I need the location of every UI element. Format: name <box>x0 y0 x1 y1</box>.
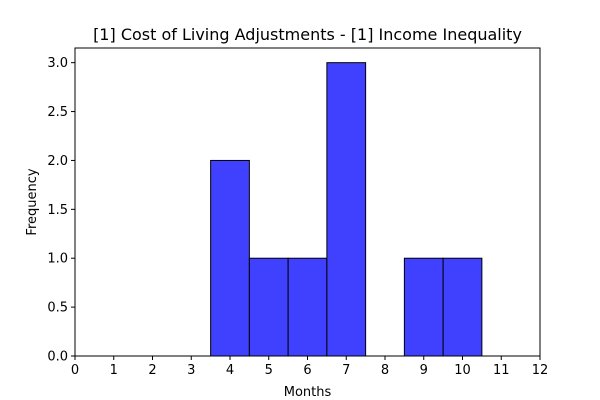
x-tick-label: 8 <box>381 363 389 378</box>
histogram-bar-6 <box>287 257 328 357</box>
x-axis-ticks: 0 1 2 3 4 5 6 7 8 9 10 11 12 <box>71 356 548 378</box>
x-tick-label: 6 <box>303 363 311 378</box>
histogram-bar-5 <box>248 257 289 357</box>
x-axis-label: Months <box>284 385 332 400</box>
x-tick-label: 7 <box>342 363 350 378</box>
histogram-bar-9 <box>403 257 444 357</box>
x-tick-label: 2 <box>148 363 156 378</box>
y-axis-ticks: 0.0 0.5 1.0 1.5 2.0 2.5 3.0 <box>47 56 75 365</box>
x-tick-label: 9 <box>420 363 428 378</box>
x-tick-label: 10 <box>454 363 471 378</box>
y-tick-label: 0.0 <box>47 350 68 365</box>
x-tick-label: 12 <box>532 363 549 378</box>
histogram-bar-7 <box>326 62 367 357</box>
x-tick-label: 3 <box>187 363 195 378</box>
x-tick-label: 11 <box>493 363 510 378</box>
x-tick-label: 5 <box>265 363 273 378</box>
y-tick-label: 1.0 <box>47 252 68 267</box>
y-axis-label: Frequency <box>25 168 40 235</box>
y-tick-label: 2.0 <box>47 154 68 169</box>
x-tick-label: 4 <box>226 363 234 378</box>
x-tick-label: 1 <box>110 363 118 378</box>
y-tick-label: 0.5 <box>47 301 68 316</box>
chart-title: [1] Cost of Living Adjustments - [1] Inc… <box>93 25 522 44</box>
y-tick-label: 3.0 <box>47 56 68 71</box>
y-tick-label: 1.5 <box>47 203 68 218</box>
bars-group <box>210 62 483 357</box>
x-tick-label: 0 <box>71 363 79 378</box>
histogram-bar-10 <box>442 257 483 357</box>
y-tick-label: 2.5 <box>47 105 68 120</box>
histogram-bar-4 <box>210 159 250 357</box>
